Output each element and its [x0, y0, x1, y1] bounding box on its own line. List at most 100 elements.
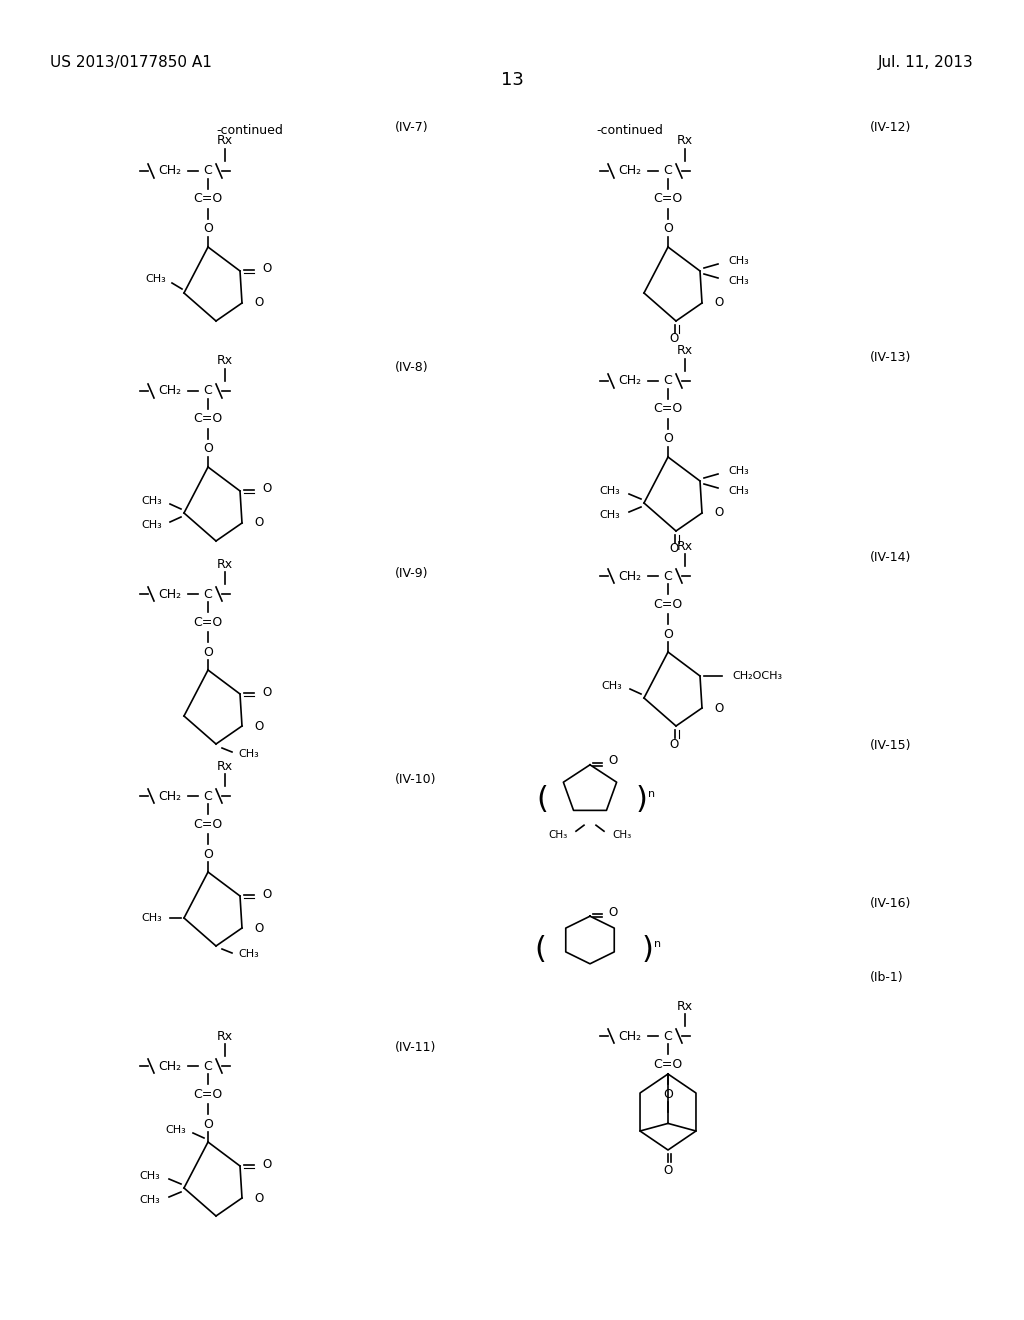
Text: (IV-13): (IV-13)	[870, 351, 911, 364]
Text: (IV-10): (IV-10)	[395, 774, 436, 787]
Text: -continued: -continued	[216, 124, 284, 136]
Text: O: O	[664, 1088, 673, 1101]
Text: n: n	[648, 789, 655, 799]
Text: C=O: C=O	[653, 598, 683, 610]
Text: CH₃: CH₃	[612, 830, 631, 841]
Text: C: C	[664, 375, 673, 388]
Text: Rx: Rx	[217, 135, 233, 148]
Text: C: C	[664, 1030, 673, 1043]
Text: CH₃: CH₃	[141, 913, 162, 923]
Text: O: O	[262, 1158, 271, 1171]
Text: CH₃: CH₃	[599, 486, 620, 496]
Text: (: (	[536, 785, 548, 814]
Text: Rx: Rx	[217, 1030, 233, 1043]
Text: O: O	[664, 433, 673, 446]
Text: O: O	[203, 847, 213, 861]
Text: C: C	[204, 789, 212, 803]
Text: Rx: Rx	[217, 759, 233, 772]
Text: O: O	[203, 223, 213, 235]
Text: (IV-12): (IV-12)	[870, 121, 911, 135]
Text: CH₂: CH₂	[618, 1030, 642, 1043]
Text: C: C	[204, 165, 212, 177]
Text: O: O	[262, 685, 271, 698]
Text: C=O: C=O	[653, 403, 683, 416]
Text: Rx: Rx	[677, 345, 693, 358]
Text: Rx: Rx	[677, 135, 693, 148]
Text: Jul. 11, 2013: Jul. 11, 2013	[879, 54, 974, 70]
Text: O: O	[262, 483, 271, 495]
Text: O: O	[714, 507, 723, 520]
Text: C=O: C=O	[194, 615, 222, 628]
Text: O: O	[608, 754, 617, 767]
Text: CH₃: CH₃	[728, 276, 749, 286]
Text: (Ib-1): (Ib-1)	[870, 972, 903, 985]
Text: CH₃: CH₃	[139, 1195, 160, 1205]
Text: C=O: C=O	[194, 193, 222, 206]
Text: O: O	[664, 223, 673, 235]
Text: ): )	[642, 936, 654, 965]
Text: O: O	[254, 719, 263, 733]
Text: O: O	[254, 1192, 263, 1204]
Text: C=O: C=O	[653, 1057, 683, 1071]
Text: n: n	[654, 939, 662, 949]
Text: CH₃: CH₃	[165, 1125, 186, 1135]
Text: CH₂: CH₂	[159, 587, 181, 601]
Text: O: O	[670, 738, 679, 751]
Text: C: C	[664, 569, 673, 582]
Text: O: O	[670, 543, 679, 556]
Text: CH₃: CH₃	[141, 520, 162, 531]
Text: CH₃: CH₃	[549, 830, 568, 841]
Text: ): )	[636, 785, 648, 814]
Text: 13: 13	[501, 71, 523, 88]
Text: C=O: C=O	[194, 1088, 222, 1101]
Text: (: (	[535, 936, 546, 965]
Text: CH₃: CH₃	[139, 1171, 160, 1181]
Text: CH₃: CH₃	[728, 466, 749, 477]
Text: US 2013/0177850 A1: US 2013/0177850 A1	[50, 54, 212, 70]
Text: O: O	[262, 263, 271, 276]
Text: CH₂: CH₂	[618, 569, 642, 582]
Text: CH₂: CH₂	[618, 165, 642, 177]
Text: CH₃: CH₃	[728, 486, 749, 496]
Text: CH₂: CH₂	[159, 1060, 181, 1072]
Text: O: O	[203, 442, 213, 455]
Text: O: O	[254, 297, 263, 309]
Text: (IV-11): (IV-11)	[395, 1041, 436, 1055]
Text: Rx: Rx	[217, 355, 233, 367]
Text: CH₃: CH₃	[599, 510, 620, 520]
Text: CH₃: CH₃	[141, 496, 162, 506]
Text: CH₂: CH₂	[159, 789, 181, 803]
Text: (IV-7): (IV-7)	[395, 121, 429, 135]
Text: CH₂: CH₂	[618, 375, 642, 388]
Text: (IV-9): (IV-9)	[395, 568, 428, 581]
Text: C: C	[204, 587, 212, 601]
Text: CH₃: CH₃	[145, 275, 166, 284]
Text: O: O	[254, 516, 263, 529]
Text: CH₂: CH₂	[159, 384, 181, 397]
Text: (IV-16): (IV-16)	[870, 896, 911, 909]
Text: Rx: Rx	[677, 999, 693, 1012]
Text: (IV-15): (IV-15)	[870, 738, 911, 751]
Text: O: O	[262, 887, 271, 900]
Text: C=O: C=O	[653, 193, 683, 206]
Text: CH₂: CH₂	[159, 165, 181, 177]
Text: CH₃: CH₃	[238, 949, 259, 960]
Text: -continued: -continued	[597, 124, 664, 136]
Text: O: O	[608, 906, 617, 919]
Text: CH₃: CH₃	[728, 256, 749, 267]
Text: O: O	[714, 297, 723, 309]
Text: Rx: Rx	[677, 540, 693, 553]
Text: O: O	[664, 627, 673, 640]
Text: O: O	[664, 1163, 673, 1176]
Text: (IV-8): (IV-8)	[395, 362, 429, 375]
Text: C: C	[204, 1060, 212, 1072]
Text: C=O: C=O	[194, 412, 222, 425]
Text: CH₃: CH₃	[601, 681, 622, 690]
Text: C: C	[664, 165, 673, 177]
Text: O: O	[670, 333, 679, 346]
Text: (IV-14): (IV-14)	[870, 552, 911, 565]
Text: CH₃: CH₃	[238, 748, 259, 759]
Text: O: O	[714, 701, 723, 714]
Text: O: O	[203, 645, 213, 659]
Text: CH₂OCH₃: CH₂OCH₃	[732, 671, 782, 681]
